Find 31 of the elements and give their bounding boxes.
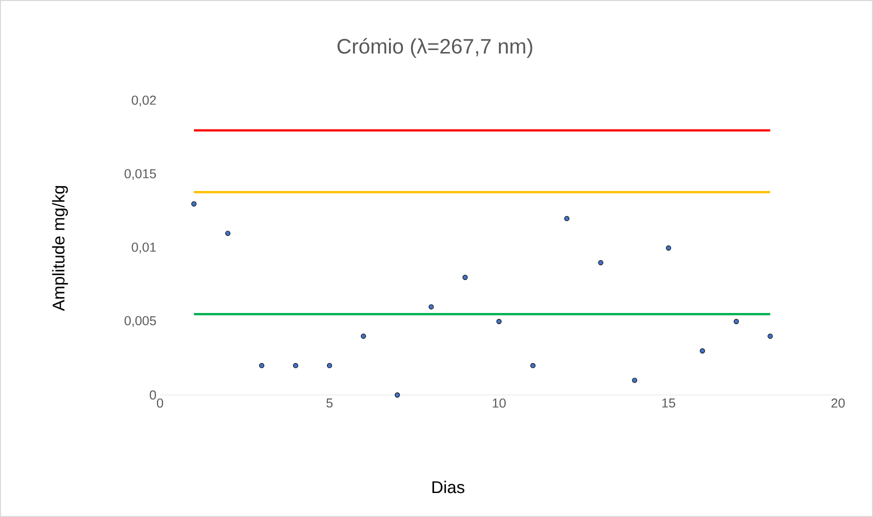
x-tick-label: 0 [156, 398, 164, 408]
y-tick-label: 0,02 [132, 96, 156, 106]
x-tick-label: 20 [831, 398, 845, 408]
point [496, 318, 502, 324]
point [259, 362, 264, 368]
point [293, 362, 298, 368]
point [632, 378, 638, 383]
x-axis-title: Dias [432, 480, 464, 494]
x-tick-label: 5 [326, 398, 333, 408]
point [225, 230, 230, 236]
point [462, 274, 468, 280]
point [734, 318, 739, 324]
y-axis-title: Amplitude mg/kg [52, 186, 68, 312]
point [768, 334, 773, 339]
point [666, 245, 672, 251]
point [530, 362, 536, 368]
y-tick-label: 0 [150, 390, 156, 400]
point [394, 392, 400, 398]
chart-title: Crómio (λ=267,7 nm) [338, 38, 532, 58]
point [191, 201, 196, 206]
point [564, 216, 570, 222]
x-tick-label: 10 [492, 398, 506, 408]
point [360, 334, 366, 339]
y-tick-label: 0,01 [132, 242, 156, 254]
y-tick-label: 0,005 [124, 316, 156, 327]
point [700, 348, 705, 354]
x-tick-label: 15 [662, 398, 676, 408]
y-tick-label: 0,015 [124, 169, 156, 180]
point [326, 362, 332, 368]
point [428, 304, 434, 310]
point [598, 260, 604, 266]
